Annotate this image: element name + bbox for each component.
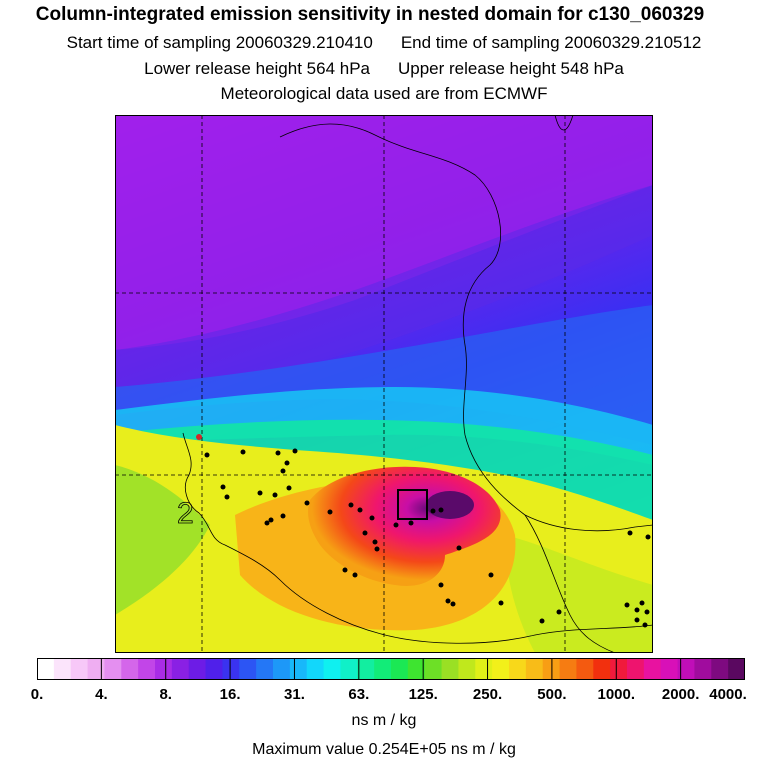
colorbar-swatch	[256, 658, 274, 680]
sensitivity-map: 2	[115, 115, 653, 653]
colorbar-swatch	[121, 658, 139, 680]
point-markers	[204, 448, 651, 628]
colorbar-swatch	[171, 658, 190, 680]
colorbar-swatch	[593, 658, 611, 680]
colorbar-swatch	[53, 658, 72, 680]
purple-field	[115, 115, 653, 350]
colorbar-tick-label: 500.	[537, 686, 567, 703]
colorbar-swatch	[357, 658, 375, 680]
colorbar-swatch	[627, 658, 645, 680]
colorbar-swatch	[273, 658, 291, 680]
colorbar-swatch	[323, 658, 341, 680]
colorbar-swatch	[239, 658, 257, 680]
colorbar-swatch	[559, 658, 577, 680]
colorbar-tick-label: 31.	[284, 686, 305, 703]
colorbar-swatch	[138, 658, 156, 680]
colorbar-swatch	[205, 658, 223, 680]
colorbar-tick-label: 2000.	[661, 686, 700, 703]
colorbar-swatch	[391, 658, 409, 680]
colorbar-tick-label: 125.	[408, 686, 438, 703]
colorbar-swatch	[475, 658, 493, 680]
colorbar-swatch	[222, 658, 240, 680]
units-label: ns m / kg	[351, 712, 417, 729]
coastlines	[182, 115, 653, 653]
colorbar-tick-label: 4000.	[709, 686, 747, 703]
release-box	[397, 489, 428, 520]
colorbar-tick-label: 8.	[159, 686, 172, 703]
colorbar	[37, 658, 745, 680]
maximum-value: Maximum value 0.254E+05 ns m / kg	[252, 741, 516, 758]
colorbar-swatch	[37, 658, 55, 680]
colorbar-tick-label: 63.	[348, 686, 370, 703]
plot-title: Column-integrated emission sensitivity i…	[35, 4, 705, 25]
colorbar-swatch	[458, 658, 476, 680]
colorbar-swatch	[104, 658, 122, 680]
colorbar-swatch	[643, 658, 662, 680]
map-frame	[115, 115, 653, 653]
colorbar-swatch	[576, 658, 594, 680]
colorbar-swatch	[694, 658, 712, 680]
colorbar-swatch	[660, 658, 679, 680]
colorbar-swatch	[188, 658, 207, 680]
release-point	[196, 434, 202, 440]
grid-lines	[115, 115, 653, 653]
colorbar-swatch	[711, 658, 729, 680]
sampling-times: Start time of sampling 20060329.210410 En…	[0, 33, 768, 53]
colorbar-swatch	[677, 658, 695, 680]
end-time: End time of sampling 20060329.210512	[400, 33, 702, 52]
colorbar-swatch	[407, 658, 426, 680]
hotspot-core	[426, 491, 474, 519]
colorbar-swatch	[492, 658, 510, 680]
colorbar-swatch	[155, 658, 173, 680]
colorbar-tick-label: 250.	[472, 686, 503, 703]
colorbar-swatch	[441, 658, 459, 680]
colorbar-swatch	[340, 658, 358, 680]
colorbar-swatch	[70, 658, 89, 680]
colorbar-swatch	[289, 658, 308, 680]
lower-release-height: Lower release height 564 hPa	[144, 59, 370, 78]
colorbar-tick-label: 4.	[95, 686, 108, 703]
start-time: Start time of sampling 20060329.210410	[66, 33, 373, 52]
release-heights: Lower release height 564 hPa Upper releas…	[0, 59, 768, 79]
colorbar-swatch	[728, 658, 745, 680]
colorbar-swatch	[525, 658, 544, 680]
colorbar-frame	[37, 658, 745, 680]
colorbar-tick-label: 16.	[219, 686, 241, 703]
contour-label: 2	[177, 497, 194, 530]
met-data-source: Meteorological data used are from ECMWF	[220, 84, 548, 103]
upper-release-height: Upper release height 548 hPa	[398, 59, 624, 78]
colorbar-tick-label: 0.	[30, 686, 44, 703]
colorbar-swatch	[509, 658, 527, 680]
green-field	[115, 465, 210, 615]
colorbar-swatch	[542, 658, 561, 680]
colorbar-swatch	[424, 658, 443, 680]
colorbar-swatch	[610, 658, 628, 680]
colorbar-swatch	[87, 658, 105, 680]
colorbar-swatch	[374, 658, 392, 680]
colorbar-swatch	[306, 658, 325, 680]
colorbar-tick-label: 1000.	[597, 686, 636, 703]
